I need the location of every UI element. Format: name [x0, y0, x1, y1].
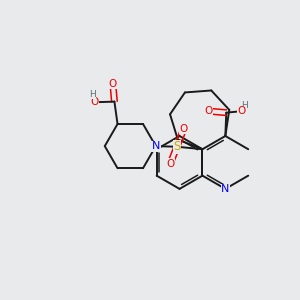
Text: S: S: [173, 140, 181, 153]
Text: H: H: [241, 101, 248, 110]
Text: N: N: [152, 141, 160, 151]
Text: O: O: [109, 79, 117, 88]
Text: O: O: [238, 106, 246, 116]
Text: O: O: [204, 106, 212, 116]
Text: N: N: [221, 184, 230, 194]
Text: O: O: [180, 124, 188, 134]
Text: O: O: [90, 97, 98, 107]
Text: O: O: [166, 159, 174, 169]
Text: H: H: [89, 90, 96, 99]
